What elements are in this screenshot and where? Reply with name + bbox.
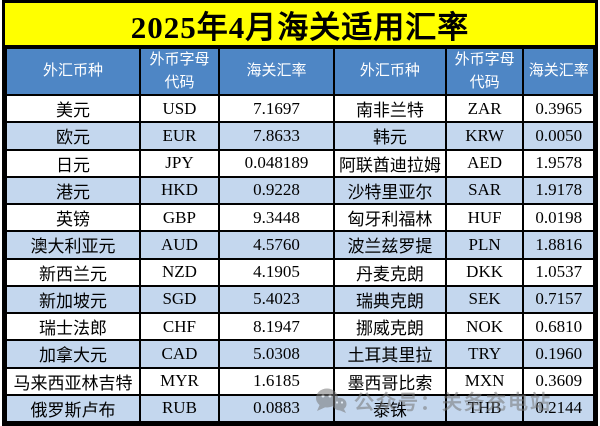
currency-code-cell: MXN bbox=[444, 366, 525, 396]
currency-name-cell: 挪威克朗 bbox=[333, 311, 447, 342]
currency-code-cell: HUF bbox=[444, 202, 525, 233]
exchange-rate-cell: 9.3448 bbox=[217, 202, 336, 233]
rates-table: 外汇币种 外币字母代码 海关汇率 外汇币种 外币字母代码 海关汇率 美元 USD… bbox=[4, 47, 595, 424]
currency-name-cell: 日元 bbox=[4, 148, 142, 178]
header-code-left: 外币字母代码 bbox=[139, 47, 220, 96]
currency-code-cell: USD bbox=[139, 93, 220, 124]
currency-code-cell: THB bbox=[444, 393, 525, 424]
exchange-rate-cell: 0.3609 bbox=[522, 366, 595, 396]
exchange-rate-cell: 8.1947 bbox=[217, 311, 336, 342]
currency-code-cell: PLN bbox=[444, 230, 525, 260]
header-code-right: 外币字母代码 bbox=[444, 47, 525, 96]
currency-name-cell: 土耳其里拉 bbox=[333, 339, 447, 369]
exchange-rate-cell: 4.1905 bbox=[217, 257, 336, 287]
currency-name-cell: 波兰兹罗提 bbox=[333, 230, 447, 260]
header-currency-right: 外汇币种 bbox=[333, 47, 447, 96]
currency-name-cell: 瑞典克朗 bbox=[333, 284, 447, 315]
currency-name-cell: 俄罗斯卢布 bbox=[4, 393, 142, 424]
currency-name-cell: 丹麦克朗 bbox=[333, 257, 447, 287]
currency-code-cell: TRY bbox=[444, 339, 525, 369]
exchange-rate-cell: 1.9178 bbox=[522, 175, 595, 206]
currency-name-cell: 澳大利亚元 bbox=[4, 230, 142, 260]
currency-name-cell: 沙特里亚尔 bbox=[333, 175, 447, 206]
currency-code-cell: CHF bbox=[139, 311, 220, 342]
currency-code-cell: AED bbox=[444, 148, 525, 178]
table-row: 加拿大元 CAD 5.0308 土耳其里拉 TRY 0.1960 bbox=[4, 339, 595, 369]
exchange-rate-cell: 0.0050 bbox=[522, 121, 595, 151]
currency-code-cell: NZD bbox=[139, 257, 220, 287]
exchange-rate-cell: 0.0883 bbox=[217, 393, 336, 424]
exchange-rate-cell: 1.0537 bbox=[522, 257, 595, 287]
exchange-rate-cell: 0.3965 bbox=[522, 93, 595, 124]
table-row: 日元 JPY 0.048189 阿联酋迪拉姆 AED 1.9578 bbox=[4, 148, 595, 178]
currency-code-cell: DKK bbox=[444, 257, 525, 287]
exchange-rate-cell: 0.7157 bbox=[522, 284, 595, 315]
currency-code-cell: CAD bbox=[139, 339, 220, 369]
table-row: 俄罗斯卢布 RUB 0.0883 泰铢 THB 0.2144 bbox=[4, 393, 595, 424]
currency-code-cell: HKD bbox=[139, 175, 220, 206]
currency-name-cell: 韩元 bbox=[333, 121, 447, 151]
currency-name-cell: 新加坡元 bbox=[4, 284, 142, 315]
exchange-rate-cell: 1.6185 bbox=[217, 366, 336, 396]
currency-code-cell: SEK bbox=[444, 284, 525, 315]
currency-code-cell: MYR bbox=[139, 366, 220, 396]
table-row: 澳大利亚元 AUD 4.5760 波兰兹罗提 PLN 1.8816 bbox=[4, 230, 595, 260]
currency-name-cell: 匈牙利福林 bbox=[333, 202, 447, 233]
currency-code-cell: KRW bbox=[444, 121, 525, 151]
table-row: 英镑 GBP 9.3448 匈牙利福林 HUF 0.0198 bbox=[4, 202, 595, 233]
table-row: 新西兰元 NZD 4.1905 丹麦克朗 DKK 1.0537 bbox=[4, 257, 595, 287]
exchange-rate-cell: 1.9578 bbox=[522, 148, 595, 178]
exchange-rate-cell: 5.0308 bbox=[217, 339, 336, 369]
exchange-rate-cell: 0.2144 bbox=[522, 393, 595, 424]
header-rate-right: 海关汇率 bbox=[522, 47, 595, 96]
currency-name-cell: 加拿大元 bbox=[4, 339, 142, 369]
currency-code-cell: JPY bbox=[139, 148, 220, 178]
currency-name-cell: 阿联酋迪拉姆 bbox=[333, 148, 447, 178]
exchange-rate-cell: 5.4023 bbox=[217, 284, 336, 315]
currency-name-cell: 墨西哥比索 bbox=[333, 366, 447, 396]
exchange-rate-cell: 1.8816 bbox=[522, 230, 595, 260]
currency-name-cell: 英镑 bbox=[4, 202, 142, 233]
table-row: 美元 USD 7.1697 南非兰特 ZAR 0.3965 bbox=[4, 93, 595, 124]
table-row: 欧元 EUR 7.8633 韩元 KRW 0.0050 bbox=[4, 121, 595, 151]
currency-code-cell: GBP bbox=[139, 202, 220, 233]
header-row: 外汇币种 外币字母代码 海关汇率 外汇币种 外币字母代码 海关汇率 bbox=[4, 47, 595, 96]
currency-name-cell: 港元 bbox=[4, 175, 142, 206]
header-rate-left: 海关汇率 bbox=[217, 47, 336, 96]
exchange-rate-cell: 0.1960 bbox=[522, 339, 595, 369]
currency-code-cell: ZAR bbox=[444, 93, 525, 124]
exchange-rate-cell: 4.5760 bbox=[217, 230, 336, 260]
currency-name-cell: 瑞士法郎 bbox=[4, 311, 142, 342]
table-row: 港元 HKD 0.9228 沙特里亚尔 SAR 1.9178 bbox=[4, 175, 595, 206]
currency-code-cell: NOK bbox=[444, 311, 525, 342]
page-title: 2025年4月海关适用汇率 bbox=[5, 3, 595, 47]
currency-code-cell: AUD bbox=[139, 230, 220, 260]
table-row: 马来西亚林吉特 MYR 1.6185 墨西哥比索 MXN 0.3609 bbox=[4, 366, 595, 396]
exchange-rate-cell: 0.9228 bbox=[217, 175, 336, 206]
exchange-rate-cell: 0.048189 bbox=[217, 148, 336, 178]
exchange-rate-cell: 0.0198 bbox=[522, 202, 595, 233]
header-currency-left: 外汇币种 bbox=[4, 47, 142, 96]
exchange-rate-cell: 7.1697 bbox=[217, 93, 336, 124]
currency-name-cell: 泰铢 bbox=[333, 393, 447, 424]
currency-code-cell: EUR bbox=[139, 121, 220, 151]
currency-name-cell: 南非兰特 bbox=[333, 93, 447, 124]
table-row: 瑞士法郎 CHF 8.1947 挪威克朗 NOK 0.6810 bbox=[4, 311, 595, 342]
currency-code-cell: SGD bbox=[139, 284, 220, 315]
currency-name-cell: 马来西亚林吉特 bbox=[4, 366, 142, 396]
currency-name-cell: 欧元 bbox=[4, 121, 142, 151]
currency-code-cell: SAR bbox=[444, 175, 525, 206]
currency-code-cell: RUB bbox=[139, 393, 220, 424]
exchange-rate-cell: 7.8633 bbox=[217, 121, 336, 151]
currency-name-cell: 新西兰元 bbox=[4, 257, 142, 287]
table-row: 新加坡元 SGD 5.4023 瑞典克朗 SEK 0.7157 bbox=[4, 284, 595, 315]
exchange-rate-cell: 0.6810 bbox=[522, 311, 595, 342]
currency-name-cell: 美元 bbox=[4, 93, 142, 124]
